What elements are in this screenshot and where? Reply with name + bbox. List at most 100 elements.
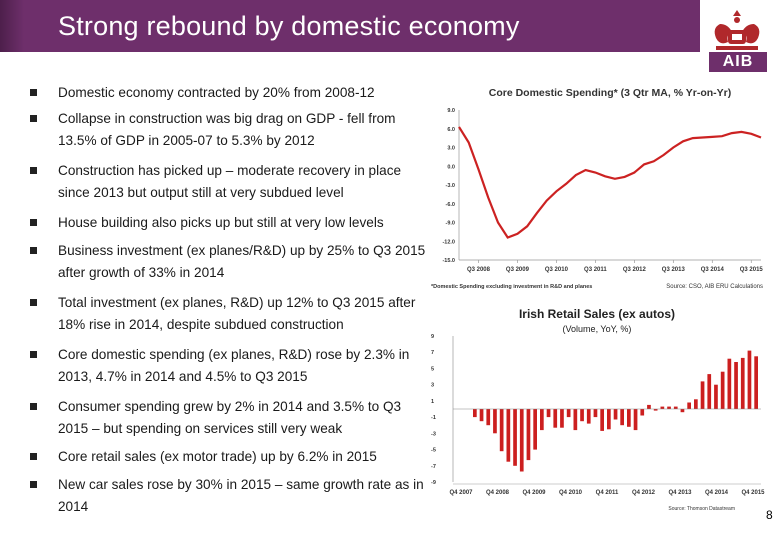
bullet-square-icon: [30, 219, 37, 226]
retail-sales-bar: [747, 350, 752, 409]
chart2-title: Irish Retail Sales (ex autos): [519, 307, 675, 321]
slide-title: Strong rebound by domestic economy: [58, 11, 520, 41]
chart1-source: Source: CSO, AIB ERU Calculations: [666, 284, 763, 290]
retail-sales-bar: [607, 409, 611, 430]
retail-sales-bar: [600, 409, 604, 431]
retail-sales-bar: [727, 358, 732, 409]
retail-sales-bar: [720, 371, 725, 409]
retail-sales-bar: [526, 409, 531, 461]
retail-sales-bar: [687, 402, 691, 409]
retail-sales-bar: [473, 409, 477, 418]
bullet-square-icon: [30, 167, 37, 174]
retail-sales-bar: [566, 409, 571, 418]
bullet-square-icon: [30, 481, 37, 488]
retail-sales-bar: [640, 409, 645, 416]
retail-sales-bar: [667, 406, 671, 409]
retail-sales-bar: [740, 357, 745, 409]
core-domestic-spending-chart: Core Domestic Spending* (3 Qtr MA, % Yr-…: [431, 87, 763, 290]
chart1-x-tick-label: Q3 2014: [701, 267, 725, 273]
bullet-item: Core domestic spending (ex planes, R&D) …: [30, 344, 430, 388]
bullet-item: Business investment (ex planes/R&D) up b…: [30, 240, 430, 284]
chart1-y-tick-label: 3.0: [447, 146, 455, 152]
title-bar: Strong rebound by domestic economy: [0, 0, 700, 52]
chart2-x-tick-label: Q4 2010: [559, 490, 583, 496]
chart1-x-tick-label: Q3 2013: [662, 267, 686, 273]
retail-sales-bar: [580, 409, 584, 422]
retail-sales-bar: [513, 409, 517, 466]
chart2-x-tick-label: Q4 2013: [668, 490, 692, 496]
retail-sales-bar: [714, 384, 718, 409]
retail-sales-bar: [586, 409, 591, 424]
chart2-x-tick-label: Q4 2008: [486, 490, 510, 496]
irish-retail-sales-chart: Irish Retail Sales (ex autos) (Volume, Y…: [431, 307, 765, 512]
bullet-item: Total investment (ex planes, R&D) up 12%…: [30, 292, 430, 336]
retail-sales-bar: [493, 409, 497, 434]
retail-sales-bar: [707, 374, 712, 409]
aib-logo-icon: [706, 6, 768, 52]
chart1-y-tick-label: 6.0: [447, 127, 455, 133]
chart2-subtitle: (Volume, YoY, %): [563, 324, 632, 334]
chart1-y-tick-label: -12.0: [442, 239, 455, 245]
chart2-x-tick-label: Q4 2015: [741, 490, 765, 496]
retail-sales-bar: [633, 409, 638, 431]
chart1-y-tick-label: -9.0: [446, 221, 455, 227]
chart1-footnote: *Domestic Spending excluding investment …: [431, 284, 592, 290]
chart2-x-tick-label: Q4 2014: [705, 490, 729, 496]
bullet-item: Domestic economy contracted by 20% from …: [30, 82, 430, 104]
page-number: 8: [766, 508, 773, 522]
chart2-x-tick-label: Q4 2012: [632, 490, 656, 496]
chart2-source: Source: Thomson Datastream: [668, 506, 735, 512]
retail-sales-bar: [499, 409, 504, 452]
chart2-y-tick-label: 3: [431, 383, 434, 389]
bullet-square-icon: [30, 89, 37, 96]
chart2-y-tick-label: -3: [431, 431, 436, 437]
chart2-y-tick-label: 5: [431, 366, 434, 372]
chart2-y-tick-label: -7: [431, 464, 436, 470]
chart2-y-tick-label: 1: [431, 399, 434, 405]
bullet-square-icon: [30, 299, 37, 306]
retail-sales-bar: [546, 409, 551, 418]
chart2-y-tick-label: 7: [431, 350, 434, 356]
bullet-item: Consumer spending grew by 2% in 2014 and…: [30, 396, 430, 440]
retail-sales-bar: [653, 409, 658, 411]
retail-sales-bar: [506, 409, 511, 462]
bullet-item: House building also picks up but still a…: [30, 212, 430, 234]
chart1-title: Core Domestic Spending* (3 Qtr MA, % Yr-…: [489, 87, 732, 99]
retail-sales-bar: [593, 409, 598, 418]
bullet-square-icon: [30, 453, 37, 460]
retail-sales-bar: [519, 409, 524, 472]
retail-sales-bar: [673, 406, 678, 409]
chart2-y-tick-label: -9: [431, 480, 436, 486]
retail-sales-bar: [560, 409, 564, 428]
chart2-y-tick-label: -1: [431, 415, 436, 421]
chart2-y-tick-label: -5: [431, 448, 436, 454]
chart1-x-tick-label: Q3 2009: [506, 267, 530, 273]
retail-sales-bar: [479, 409, 484, 422]
retail-sales-bar: [660, 406, 665, 409]
chart1-x-tick-label: Q3 2011: [584, 267, 607, 273]
chart1-y-tick-label: 9.0: [447, 108, 455, 114]
chart1-y-tick-label: 0.0: [447, 164, 455, 170]
retail-sales-bar: [620, 409, 624, 426]
retail-sales-bar: [754, 356, 758, 409]
logo-text: AIB: [709, 52, 767, 72]
chart1-y-tick-label: -15.0: [442, 258, 455, 264]
chart1-y-tick-label: -6.0: [446, 202, 455, 208]
retail-sales-bar: [680, 409, 685, 413]
retail-sales-bar: [533, 409, 537, 450]
retail-sales-bar: [700, 381, 705, 409]
retail-sales-bar: [694, 399, 698, 409]
retail-sales-bar: [540, 409, 544, 431]
retail-sales-bar: [627, 409, 631, 427]
core-spending-series-line: [458, 126, 762, 239]
chart2-x-tick-label: Q4 2007: [449, 490, 473, 496]
bullet-item: New car sales rose by 30% in 2015 – same…: [30, 474, 430, 518]
retail-sales-bar: [734, 362, 738, 409]
retail-sales-bar: [573, 409, 578, 431]
bullet-item: Collapse in construction was big drag on…: [30, 108, 430, 152]
retail-sales-bar: [613, 409, 618, 420]
bullet-item: Core retail sales (ex motor trade) up by…: [30, 446, 430, 468]
bullet-square-icon: [30, 115, 37, 122]
retail-sales-bar: [647, 404, 651, 409]
retail-sales-bar: [486, 409, 491, 426]
